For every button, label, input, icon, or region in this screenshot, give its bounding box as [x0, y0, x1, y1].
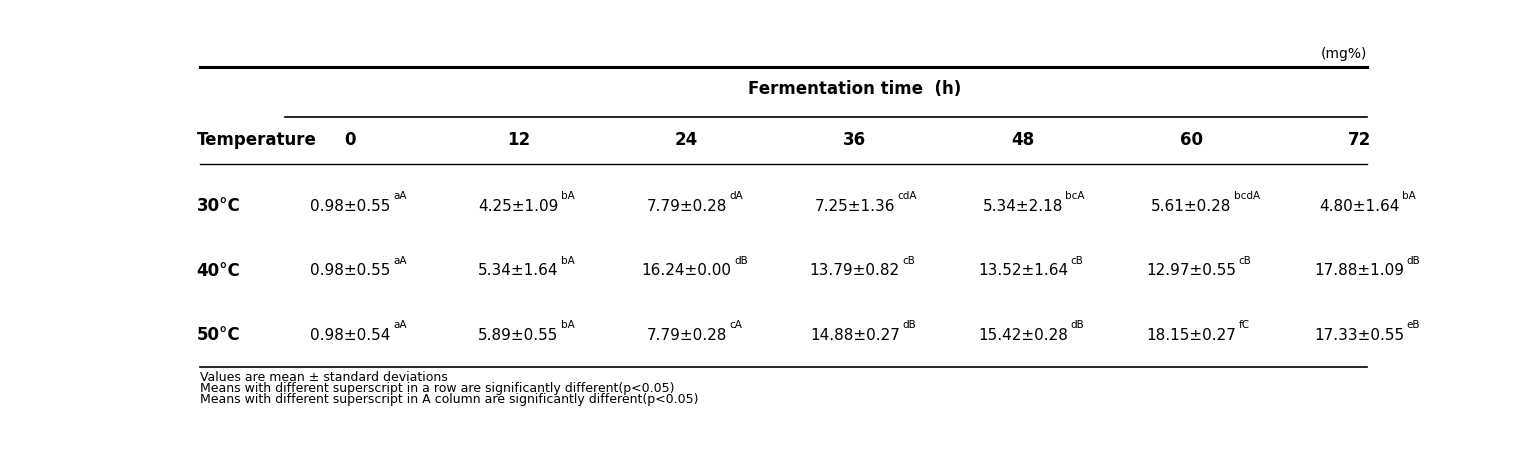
Text: cdA: cdA — [897, 191, 917, 201]
Text: 7.25±1.36: 7.25±1.36 — [815, 198, 896, 214]
Text: 4.80±1.64: 4.80±1.64 — [1318, 198, 1399, 214]
Text: fC: fC — [1239, 320, 1250, 330]
Text: 24: 24 — [674, 131, 699, 149]
Text: Values are mean ± standard deviations: Values are mean ± standard deviations — [200, 371, 449, 384]
Text: aA: aA — [394, 256, 406, 266]
Text: 72: 72 — [1347, 131, 1370, 149]
Text: (mg%): (mg%) — [1322, 47, 1367, 61]
Text: 7.79±0.28: 7.79±0.28 — [647, 198, 726, 214]
Text: bA: bA — [1402, 191, 1416, 201]
Text: bcA: bcA — [1065, 191, 1085, 201]
Text: cB: cB — [902, 256, 916, 266]
Text: 5.61±0.28: 5.61±0.28 — [1151, 198, 1231, 214]
Text: 40°C: 40°C — [197, 262, 241, 280]
Text: Means with different superscript in A column are significantly different(p<0.05): Means with different superscript in A co… — [200, 393, 699, 406]
Text: 17.33±0.55: 17.33±0.55 — [1314, 328, 1404, 342]
Text: eB: eB — [1407, 320, 1421, 330]
Text: 13.52±1.64: 13.52±1.64 — [978, 263, 1068, 278]
Text: 0: 0 — [345, 131, 356, 149]
Text: 36: 36 — [844, 131, 867, 149]
Text: 0.98±0.55: 0.98±0.55 — [310, 263, 391, 278]
Text: 13.79±0.82: 13.79±0.82 — [810, 263, 900, 278]
Text: bA: bA — [562, 256, 575, 266]
Text: aA: aA — [394, 191, 406, 201]
Text: 5.34±2.18: 5.34±2.18 — [983, 198, 1064, 214]
Text: 15.42±0.28: 15.42±0.28 — [978, 328, 1068, 342]
Text: dB: dB — [1070, 320, 1083, 330]
Text: 48: 48 — [1012, 131, 1035, 149]
Text: 60: 60 — [1180, 131, 1202, 149]
Text: Means with different superscript in a row are significantly different(p<0.05): Means with different superscript in a ro… — [200, 382, 674, 395]
Text: 16.24±0.00: 16.24±0.00 — [641, 263, 731, 278]
Text: aA: aA — [394, 320, 406, 330]
Text: 18.15±0.27: 18.15±0.27 — [1146, 328, 1236, 342]
Text: Temperature: Temperature — [197, 131, 316, 149]
Text: dB: dB — [902, 320, 916, 330]
Text: 30°C: 30°C — [197, 197, 241, 215]
Text: 7.79±0.28: 7.79±0.28 — [647, 328, 726, 342]
Text: 4.25±1.09: 4.25±1.09 — [478, 198, 559, 214]
Text: bA: bA — [562, 320, 575, 330]
Text: 5.89±0.55: 5.89±0.55 — [478, 328, 559, 342]
Text: cA: cA — [729, 320, 742, 330]
Text: 5.34±1.64: 5.34±1.64 — [478, 263, 559, 278]
Text: 14.88±0.27: 14.88±0.27 — [810, 328, 900, 342]
Text: dB: dB — [734, 256, 748, 266]
Text: 0.98±0.55: 0.98±0.55 — [310, 198, 391, 214]
Text: cB: cB — [1070, 256, 1083, 266]
Text: bcdA: bcdA — [1233, 191, 1260, 201]
Text: bA: bA — [562, 191, 575, 201]
Text: 50°C: 50°C — [197, 326, 240, 344]
Text: 0.98±0.54: 0.98±0.54 — [310, 328, 391, 342]
Text: Fermentation time  (h): Fermentation time (h) — [748, 80, 961, 98]
Text: 12: 12 — [507, 131, 530, 149]
Text: 12.97±0.55: 12.97±0.55 — [1146, 263, 1236, 278]
Text: dB: dB — [1407, 256, 1421, 266]
Text: dA: dA — [729, 191, 743, 201]
Text: cB: cB — [1239, 256, 1251, 266]
Text: 17.88±1.09: 17.88±1.09 — [1314, 263, 1404, 278]
